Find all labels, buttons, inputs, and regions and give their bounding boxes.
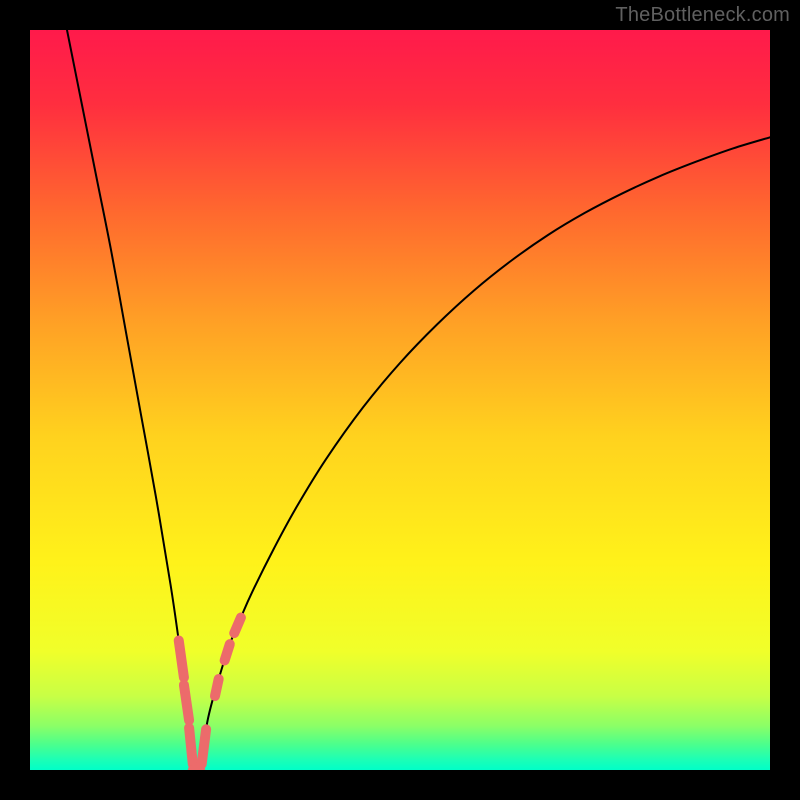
data-marker-segment [202, 729, 206, 764]
data-marker-segment [225, 644, 230, 660]
chart-plot-area [30, 30, 770, 770]
data-marker-segment [179, 641, 184, 678]
data-marker-segment [184, 685, 189, 721]
watermark-text: TheBottleneck.com [615, 4, 790, 27]
chart-background-gradient [30, 30, 770, 770]
data-marker-segment [215, 679, 219, 696]
data-marker-segment [189, 728, 193, 764]
bottleneck-curve-chart [30, 30, 770, 770]
data-marker-segment [234, 618, 241, 634]
